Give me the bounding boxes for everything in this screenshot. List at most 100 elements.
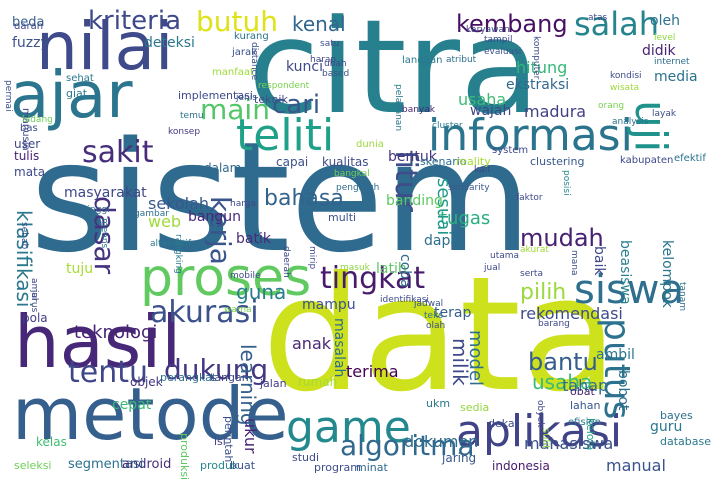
word-layak: orang xyxy=(598,101,625,111)
word-bangkal: pelayanan xyxy=(393,84,403,132)
word-pola: objek xyxy=(130,375,163,389)
word-alternatif: mobile xyxy=(230,271,261,281)
word-permai: sehat xyxy=(66,73,94,84)
word-obat: lahan xyxy=(570,399,601,412)
word-amal: sebab xyxy=(19,222,29,250)
word-cari: cari xyxy=(272,90,321,120)
word-akurasi: akurasi xyxy=(150,295,259,330)
word-jarak: manfaat xyxy=(212,67,254,78)
word-didik: ekstraksi xyxy=(506,77,570,93)
word-system: dunia xyxy=(356,139,384,150)
word-akademik: obyek xyxy=(535,400,545,428)
word-serta: utama xyxy=(490,251,520,261)
word-learning: learning xyxy=(236,344,260,426)
word-jadwal: identifikasi xyxy=(380,295,429,305)
word-informasi: informasi xyxy=(428,110,633,161)
word-mudah: mudah xyxy=(520,224,604,252)
word-kelompok: beasiswa xyxy=(617,240,633,305)
word-fuzzy: oleh xyxy=(650,13,680,29)
word-kembang: kembang xyxy=(456,10,568,38)
word-game: game xyxy=(286,402,411,453)
word-sehat: darah xyxy=(14,21,44,32)
word-cepat: bobot xyxy=(615,370,631,411)
word-batik: tuju xyxy=(66,261,94,277)
word-objek: perangkat xyxy=(160,371,217,384)
word-manual: manual xyxy=(606,456,666,475)
word-identifikasi: tanam xyxy=(677,282,687,312)
word-tuju: web xyxy=(148,212,182,231)
word-program: studi xyxy=(292,451,320,464)
word-beasiswa: baik xyxy=(591,246,607,276)
word-produk: seleksi xyxy=(14,459,52,472)
word-pilih: pilih xyxy=(520,280,567,305)
word-bentuk: beda xyxy=(12,15,45,30)
word-terap: mampu xyxy=(302,297,356,313)
word-temu: bidang xyxy=(22,115,53,125)
word-jual: serta xyxy=(520,269,543,279)
word-skenario: kualitas xyxy=(322,155,369,169)
word-ukm: obat xyxy=(570,385,595,398)
word-manusia: permai xyxy=(3,80,13,112)
word-rumah: perintah xyxy=(222,416,235,463)
word-langgan: komputer xyxy=(531,36,541,80)
word-indonesia: android xyxy=(122,457,172,472)
word-teknologi: teknologi xyxy=(74,322,158,343)
word-ekstraksi: hitung xyxy=(516,58,568,77)
word-web: sekolah xyxy=(148,194,210,213)
word-salah: salah xyxy=(574,5,660,43)
word-multi: harga xyxy=(230,199,256,209)
word-mana: jual xyxy=(484,263,501,273)
word-tanam: mana xyxy=(569,250,579,276)
word-atas: wisata xyxy=(610,83,640,93)
word-kelola: bayes xyxy=(660,409,693,422)
word-darah: jarak xyxy=(232,47,257,58)
word-siswa: siswa xyxy=(574,267,685,313)
word-masuk: mirip xyxy=(307,246,317,270)
word-karyawan: atas xyxy=(588,13,608,23)
word-atribut: evaluasi xyxy=(484,47,522,57)
word-tangan: jalan xyxy=(260,377,287,390)
word-dapat: banding xyxy=(386,193,443,209)
word-pelayanan: banyak xyxy=(402,105,435,115)
word-bobot: ambil xyxy=(596,347,635,363)
word-masalah: cepat xyxy=(112,397,152,413)
word-main: main xyxy=(200,93,270,126)
word-ukur: ukur xyxy=(241,418,260,454)
word-sakit: sakit xyxy=(82,135,154,170)
word-rangking: means xyxy=(99,218,109,249)
word-teliti: teliti xyxy=(236,110,335,161)
word-jaring: indonesia xyxy=(492,459,550,473)
word-harga: bangkal xyxy=(334,169,370,179)
word-beda: kunci xyxy=(286,59,324,75)
word-wajah: usaha xyxy=(458,90,507,109)
word-android: segmentasi xyxy=(68,457,144,472)
word-tentu: tentu xyxy=(68,355,149,390)
word-warna: olah xyxy=(426,321,446,331)
word-sistem: sistem xyxy=(30,109,532,286)
word-sebab: alternatif xyxy=(150,239,192,249)
word-kait: similarity xyxy=(448,183,490,193)
word-kondisi: level xyxy=(654,33,676,43)
word-ambil: terap xyxy=(434,305,472,321)
word-mobile: warna xyxy=(224,305,252,315)
word-segmentasi: masalah xyxy=(331,318,347,378)
word-reality: skenario xyxy=(420,155,467,168)
word-satu: respondent xyxy=(258,81,310,91)
word-banding: coba xyxy=(397,254,413,288)
word-dunia: kait xyxy=(474,165,491,175)
word-akurat: masuk xyxy=(340,263,370,273)
word-kelas: jaring xyxy=(442,451,477,465)
word-utama: akurat xyxy=(520,245,549,255)
word-algoritma: algoritma xyxy=(340,429,475,462)
word-guna: guna xyxy=(236,280,287,304)
word-mahasiswa: mahasiswa xyxy=(524,434,614,453)
word-buat: produk xyxy=(200,459,239,472)
word-model: model xyxy=(465,330,486,387)
word-bangun: batik xyxy=(236,231,271,247)
word-citra: citra xyxy=(248,0,540,143)
word-anak: anak xyxy=(292,334,332,353)
word-baik: dapat xyxy=(424,233,465,249)
word-madura: wajah xyxy=(470,103,512,119)
word-mata: pola xyxy=(22,311,48,325)
